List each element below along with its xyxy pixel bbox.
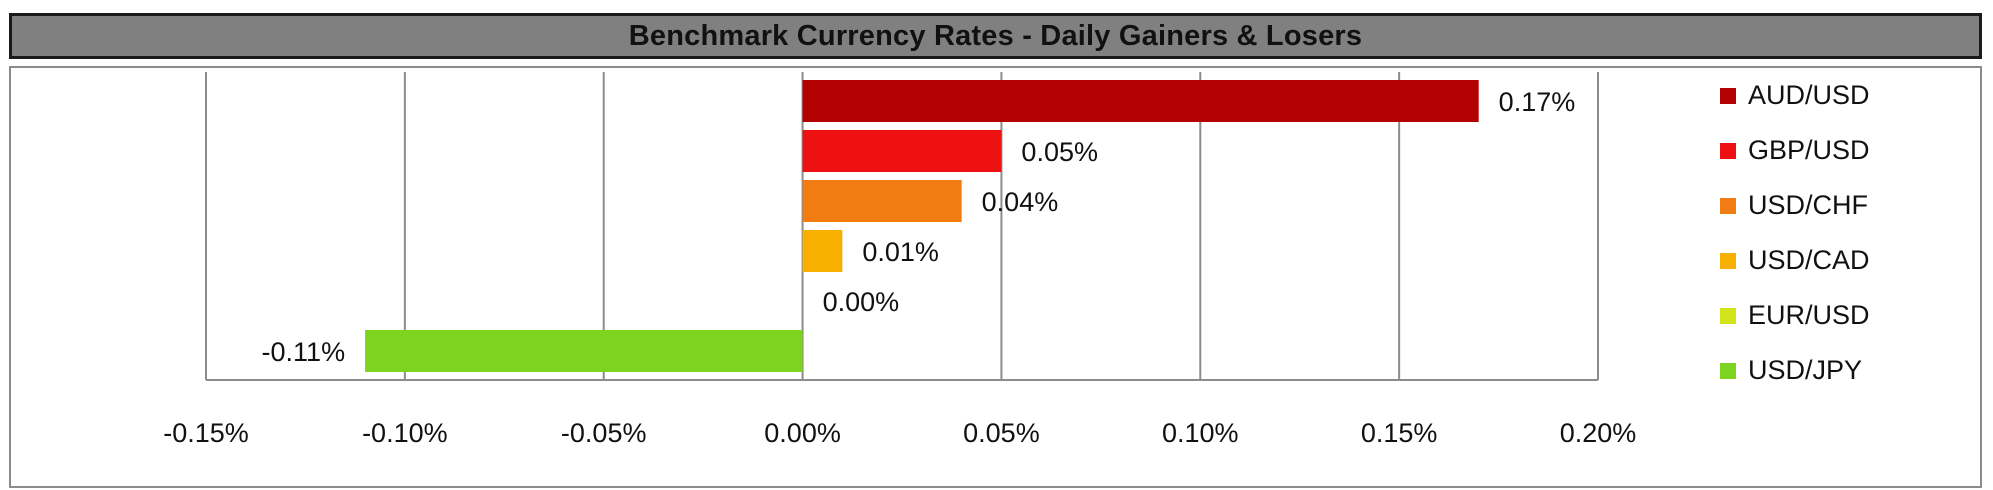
x-axis-ticks: -0.15% -0.10% -0.05% 0.00% 0.05% 0.10% 0.15% 0.… <box>163 418 1636 448</box>
data-label: 0.17% <box>1499 87 1576 117</box>
bar <box>802 130 1002 172</box>
x-tick-label: 0.20% <box>1560 418 1637 448</box>
x-tick-label: 0.05% <box>963 418 1040 448</box>
legend-swatch <box>1720 143 1736 159</box>
legend-swatch <box>1720 253 1736 269</box>
chart-title-bar: Benchmark Currency Rates - Daily Gainers… <box>9 13 1982 59</box>
data-labels: 0.17% 0.05% 0.04% 0.01% 0.00% -0.11% <box>262 87 1576 367</box>
x-tick-label: -0.15% <box>163 418 249 448</box>
legend-label: GBP/USD <box>1748 135 1870 165</box>
data-label: 0.04% <box>982 187 1059 217</box>
x-tick-label: 0.00% <box>764 418 841 448</box>
bar <box>365 330 803 372</box>
data-label: 0.00% <box>823 287 900 317</box>
x-tick-label: -0.10% <box>362 418 448 448</box>
chart-title: Benchmark Currency Rates - Daily Gainers… <box>628 19 1363 52</box>
bar <box>802 230 843 272</box>
legend-swatch <box>1720 88 1736 104</box>
data-label: -0.11% <box>262 337 346 367</box>
legend-label: USD/CHF <box>1748 190 1868 220</box>
legend-label: USD/CAD <box>1748 245 1870 275</box>
bar <box>802 80 1479 122</box>
legend: AUD/USD GBP/USD USD/CHF USD/CAD EUR/USD USD/J… <box>1720 80 1870 385</box>
data-label: 0.01% <box>862 237 939 267</box>
bar <box>802 180 962 222</box>
data-label: 0.05% <box>1021 137 1098 167</box>
legend-label: USD/JPY <box>1748 355 1862 385</box>
legend-swatch <box>1720 363 1736 379</box>
legend-label: EUR/USD <box>1748 300 1870 330</box>
x-tick-label: 0.15% <box>1361 418 1438 448</box>
x-tick-label: 0.10% <box>1162 418 1239 448</box>
gridlines <box>205 72 1599 381</box>
legend-label: AUD/USD <box>1748 80 1870 110</box>
bars <box>365 80 1479 372</box>
legend-swatch <box>1720 308 1736 324</box>
legend-swatch <box>1720 198 1736 214</box>
x-tick-label: -0.05% <box>561 418 647 448</box>
